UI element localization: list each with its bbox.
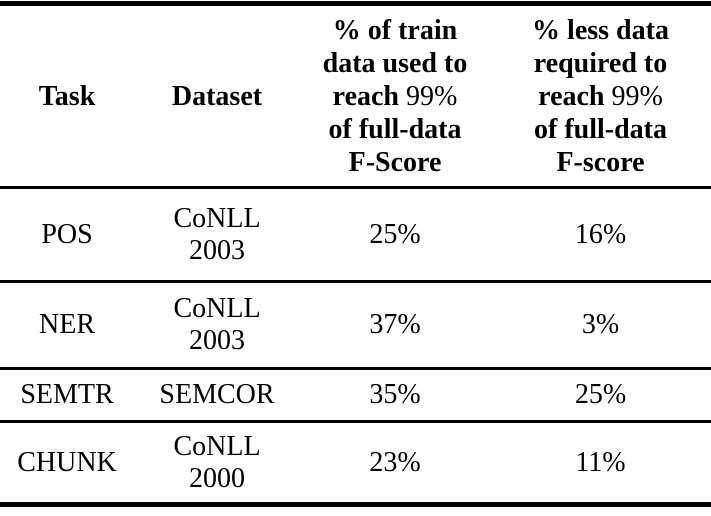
dataset-line: SEMCOR [159,379,275,410]
train-pct-cell: 23% [300,422,490,505]
task-value: POS [41,218,93,250]
table-row: POS CoNLL 2003 25% 16% [0,188,711,282]
train-pct-value: 25% [369,218,421,250]
less-pct-cell: 11% [490,422,711,505]
task-value: SEMTR [20,379,114,410]
less-pct-value: 25% [574,379,627,410]
dataset-line: 2003 [189,325,245,356]
header-dataset: Dataset [134,4,300,188]
less-pct-cell: 16% [490,188,711,282]
header-line: % less data [532,14,669,46]
train-pct-value: 35% [369,379,421,410]
train-pct-value: 23% [369,446,421,478]
header-line: reach [332,80,400,112]
dataset-line: CoNLL [173,430,261,462]
dataset-line: CoNLL [173,202,261,234]
header-line: reach [538,80,605,112]
header-line: F-score [556,146,645,178]
header-math-value: 99% [406,80,458,112]
task-value: NER [39,309,95,340]
less-pct-value: 16% [574,218,627,250]
dataset-line: CoNLL [173,293,261,324]
train-pct-cell: 37% [300,282,490,369]
header-train-data-used: % of train data used to reach 99% of ful… [300,4,490,188]
header-line: F-Score [348,146,442,178]
task-cell: SEMTR [0,369,134,422]
train-pct-cell: 35% [300,369,490,422]
table-body: POS CoNLL 2003 25% 16% NER CoNLL [0,188,711,505]
table-row: NER CoNLL 2003 37% 3% [0,282,711,369]
task-cell: NER [0,282,134,369]
header-line: of full-data [534,113,667,145]
dataset-cell: SEMCOR [134,369,300,422]
header-math-value: 99% [611,80,663,112]
header-line: required to [533,47,668,79]
less-pct-value: 3% [581,309,620,340]
dataset-cell: CoNLL 2000 [134,422,300,505]
task-value: CHUNK [17,446,117,478]
less-pct-cell: 25% [490,369,711,422]
header-less-data-required: % less data required to reach 99% of ful… [490,4,711,188]
header-line: of full-data [328,113,462,145]
train-pct-cell: 25% [300,188,490,282]
train-pct-value: 37% [369,309,421,340]
header-task-label: Task [38,80,96,112]
dataset-line: 2000 [189,462,245,494]
header-line: data used to [322,47,468,79]
table-row: CHUNK CoNLL 2000 23% 11% [0,422,711,505]
dataset-cell: CoNLL 2003 [134,282,300,369]
task-cell: CHUNK [0,422,134,505]
header-row: Task Dataset % of train data used to rea… [0,4,711,188]
table-row: SEMTR SEMCOR 35% 25% [0,369,711,422]
task-cell: POS [0,188,134,282]
less-pct-cell: 3% [490,282,711,369]
header-line: % of train [332,14,458,46]
header-dataset-label: Dataset [171,80,263,112]
table-header: Task Dataset % of train data used to rea… [0,4,711,188]
dataset-cell: CoNLL 2003 [134,188,300,282]
less-pct-value: 11% [575,446,626,478]
dataset-line: 2003 [189,234,245,266]
header-task: Task [0,4,134,188]
